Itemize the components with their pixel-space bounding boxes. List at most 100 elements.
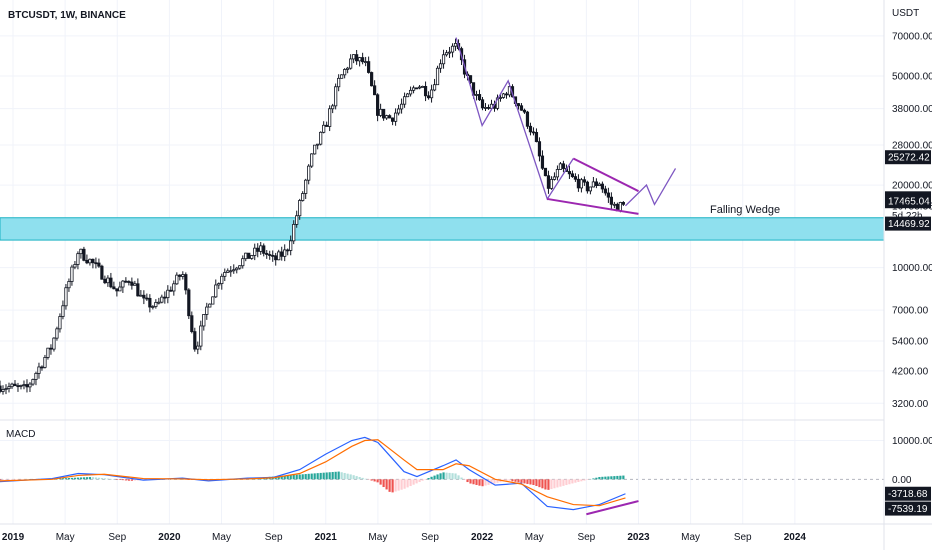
- candle-down: [594, 181, 598, 186]
- histogram-bar-negative: [580, 479, 583, 482]
- histogram-bar-negative: [505, 479, 508, 481]
- candle-down: [576, 178, 581, 189]
- candle-down: [148, 297, 152, 308]
- histogram-bar-positive: [112, 479, 115, 480]
- histogram-bar-positive: [82, 477, 86, 480]
- histogram-bar-negative: [385, 479, 388, 490]
- macd-value-tag-label: -7539.19: [888, 504, 928, 515]
- histogram-bar-positive: [448, 472, 451, 480]
- candle-down: [426, 95, 431, 99]
- histogram-bar-positive: [328, 472, 331, 480]
- candle-up: [322, 124, 326, 133]
- time-tick-label: 2022: [471, 532, 494, 543]
- candle-down: [94, 262, 98, 265]
- histogram-bar-negative: [508, 479, 511, 481]
- histogram-bar-positive: [343, 472, 346, 480]
- candle-up: [310, 153, 314, 167]
- symbol-title[interactable]: BTCUSDT, 1W, BINANCE: [8, 10, 126, 21]
- candle-down: [519, 105, 524, 111]
- histogram-bar-positive: [70, 477, 74, 480]
- histogram-bar-negative: [544, 479, 547, 490]
- candle-down: [268, 254, 272, 256]
- histogram-bar-positive: [352, 475, 355, 480]
- histogram-bar-negative: [412, 479, 415, 485]
- candle-down: [391, 117, 395, 122]
- histogram-bar-negative: [481, 479, 484, 487]
- histogram-bar-negative: [586, 479, 589, 480]
- candle-up: [379, 108, 383, 116]
- histogram-bar-negative: [121, 479, 124, 481]
- candle-up: [172, 283, 176, 292]
- histogram-bar-positive: [616, 475, 619, 480]
- macd-value-tag-box: [885, 486, 931, 501]
- candle-up: [214, 284, 218, 298]
- histogram-bar-negative: [547, 479, 550, 490]
- candle-up: [352, 54, 356, 60]
- candle-down: [585, 181, 590, 192]
- histogram-bar-positive: [277, 476, 280, 480]
- candle-down: [265, 252, 269, 255]
- candle-up: [4, 388, 8, 390]
- candle-up: [579, 179, 584, 189]
- histogram-bar-negative: [532, 479, 535, 486]
- histogram-bar-negative: [7, 479, 11, 480]
- price-axis[interactable]: 70000.00 50000.00 38000.00 28000.00 20000.00…: [892, 31, 932, 485]
- time-tick-label: May: [212, 532, 231, 543]
- candle-down: [91, 258, 95, 264]
- candle-up: [196, 345, 200, 350]
- macd-value-tag-label: -3718.68: [888, 489, 928, 500]
- histogram-bar-positive: [310, 473, 313, 480]
- candle-up: [289, 240, 293, 251]
- candle-down: [286, 249, 290, 252]
- histogram-bar-positive: [103, 478, 106, 480]
- candle-up: [396, 108, 401, 114]
- candle-up: [295, 215, 299, 225]
- candle-down: [82, 248, 86, 261]
- histogram-bar-positive: [460, 477, 463, 480]
- histogram-bar-negative: [118, 479, 121, 480]
- candle-down: [546, 175, 551, 189]
- histogram-bar-negative: [394, 479, 397, 492]
- price-tick-label: 70000.00: [892, 31, 932, 42]
- price-tick-label: 7000.00: [892, 306, 929, 317]
- candle-down: [169, 289, 173, 292]
- candle-down: [537, 141, 542, 157]
- candle-down: [367, 61, 371, 73]
- candle-up: [399, 103, 404, 110]
- candle-up: [88, 258, 92, 264]
- candle-up: [364, 61, 368, 63]
- histogram-bar-negative: [406, 479, 409, 488]
- time-tick-label: Sep: [421, 532, 439, 543]
- histogram-bar-positive: [436, 474, 439, 480]
- projection-path-line: [624, 168, 677, 207]
- histogram-bar-positive: [94, 477, 98, 480]
- candle-down: [142, 294, 146, 299]
- time-tick-label: 2019: [2, 532, 25, 543]
- drop-path-line: [455, 37, 574, 201]
- histogram-bar-negative: [493, 479, 496, 484]
- histogram-bar-negative: [553, 479, 556, 489]
- candle-up: [346, 67, 350, 70]
- macd-value-tag-box: [885, 501, 931, 516]
- histogram-bar-negative: [556, 479, 559, 488]
- candle-up: [208, 303, 212, 308]
- candle-up: [498, 97, 503, 99]
- candle-up: [292, 223, 296, 242]
- candle-down: [361, 57, 365, 63]
- candle-up: [28, 383, 32, 388]
- time-axis[interactable]: 2019 May Sep 2020 May Sep 2021 May Sep 2022 May Sep…: [2, 532, 807, 543]
- time-tick-label: 2020: [158, 532, 181, 543]
- candle-down: [468, 75, 473, 84]
- histogram-bar-negative: [367, 479, 370, 480]
- candle-up: [283, 249, 287, 257]
- histogram-bar-negative: [484, 479, 487, 486]
- candle-up: [501, 93, 506, 98]
- macd-label[interactable]: MACD: [6, 429, 35, 440]
- candle-up: [118, 286, 122, 292]
- candle-up: [597, 183, 601, 186]
- candle-up: [441, 54, 446, 65]
- histogram-bar-positive: [295, 474, 298, 480]
- price-tick-label: 20000.00: [892, 181, 932, 192]
- candle-down: [373, 85, 377, 96]
